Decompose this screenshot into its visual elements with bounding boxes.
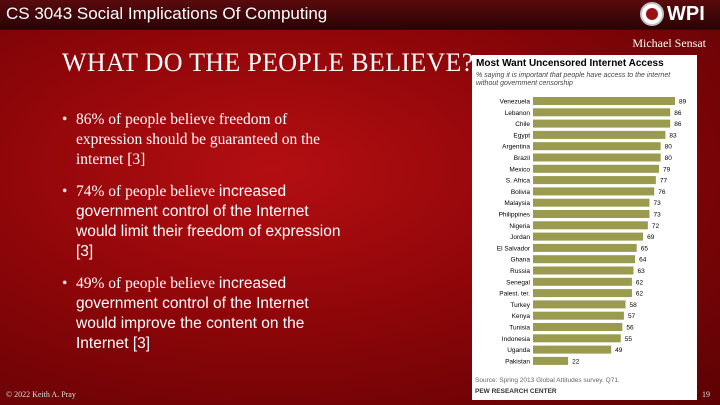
value-label: 62: [636, 291, 644, 298]
bar: [533, 300, 626, 309]
bar: [533, 232, 644, 241]
bar: [533, 164, 660, 173]
category-label: Senegal: [506, 279, 530, 286]
slide-title: WHAT DO THE PEOPLE BELIEVE?: [62, 48, 474, 77]
category-label: Nigeria: [509, 223, 530, 230]
value-label: 80: [665, 144, 673, 151]
category-label: Argentina: [502, 144, 530, 151]
wpi-seal-icon: [640, 2, 664, 26]
chart-source: Source: Spring 2013 Global Attitudes sur…: [475, 377, 620, 384]
value-label: 65: [641, 245, 649, 252]
value-label: 86: [674, 121, 682, 128]
category-label: Malaysia: [504, 200, 530, 207]
header-bar: CS 3043 Social Implications Of Computing…: [0, 0, 720, 30]
bullet-list: • 86% of people believe freedom of expre…: [62, 110, 352, 366]
logo-text: WPI: [667, 3, 705, 25]
category-label: Chile: [515, 121, 530, 128]
value-label: 80: [665, 155, 673, 162]
value-label: 63: [638, 268, 646, 275]
bar: [533, 130, 666, 139]
value-label: 83: [669, 132, 677, 139]
category-label: Jordan: [510, 234, 530, 241]
bar: [533, 221, 648, 230]
value-label: 69: [647, 234, 655, 241]
category-label: Russia: [510, 268, 530, 275]
category-label: Philippines: [499, 212, 531, 219]
chart-panel: Most Want Uncensored Internet Access % s…: [472, 55, 697, 400]
bar: [533, 108, 671, 117]
bullet-text: 49% of people believe: [76, 275, 219, 292]
value-label: 73: [653, 200, 661, 207]
bar: [533, 142, 661, 151]
value-label: 57: [628, 313, 636, 320]
bar: [533, 345, 612, 354]
category-label: Indonesia: [502, 336, 531, 343]
category-label: Tunisia: [509, 325, 530, 332]
bar: [533, 176, 656, 185]
wpi-logo: WPI: [640, 2, 718, 28]
bullet-item: • 86% of people believe freedom of expre…: [62, 110, 352, 170]
bullet-item: • 74% of people believe increased govern…: [62, 182, 352, 262]
bar: [533, 356, 569, 365]
value-label: 79: [663, 166, 671, 173]
value-label: 73: [653, 212, 661, 219]
bullet-text-sans: increased government control of the Inte…: [76, 275, 309, 352]
bar: [533, 277, 632, 286]
value-label: 72: [652, 223, 660, 230]
value-label: 62: [636, 279, 644, 286]
bullet-icon: •: [62, 183, 68, 200]
bar: [533, 187, 655, 196]
bar: [533, 266, 634, 275]
value-label: 22: [572, 358, 580, 365]
value-label: 89: [679, 99, 687, 106]
bar: [533, 323, 623, 331]
value-label: 64: [639, 257, 647, 264]
course-title: CS 3043 Social Implications Of Computing: [6, 4, 328, 23]
value-label: 86: [674, 110, 682, 117]
value-label: 56: [626, 325, 634, 332]
bar: [533, 97, 675, 105]
category-label: El Salvador: [497, 245, 531, 252]
category-label: Pakistan: [505, 358, 530, 365]
category-label: Bolivia: [511, 189, 531, 196]
category-label: Kenya: [512, 313, 531, 320]
category-label: Egypt: [513, 132, 530, 139]
author-name: Michael Sensat: [632, 36, 706, 50]
bar-chart: Venezuela 89 Lebanon 86 Chile 86 Egypt 83 Argent…: [497, 97, 687, 365]
bullet-item: • 49% of people believe increased govern…: [62, 274, 352, 354]
page-number: 19: [702, 390, 710, 399]
bar: [533, 153, 661, 162]
category-label: S. Africa: [506, 178, 531, 185]
bullet-text: 74% of people believe: [76, 183, 219, 200]
category-label: Brazil: [514, 155, 531, 162]
value-label: 76: [658, 189, 666, 196]
category-label: Uganda: [507, 347, 530, 354]
value-label: 55: [625, 336, 633, 343]
value-label: 58: [630, 302, 638, 309]
bullet-text-sans: increased government control of the Inte…: [76, 183, 341, 260]
bar: [533, 255, 636, 264]
chart-title: Most Want Uncensored Internet Access: [476, 58, 664, 69]
value-label: 49: [615, 347, 623, 354]
category-label: Palest. ter.: [499, 291, 530, 298]
chart-brand: PEW RESEARCH CENTER: [475, 388, 557, 395]
bullet-icon: •: [62, 275, 68, 292]
value-label: 77: [660, 178, 668, 185]
bar: [533, 119, 671, 128]
category-label: Ghana: [510, 257, 530, 264]
category-label: Venezuela: [500, 99, 531, 106]
bar: [533, 210, 650, 218]
category-label: Mexico: [509, 166, 530, 173]
category-label: Turkey: [510, 302, 530, 309]
bar: [533, 198, 650, 207]
bar: [533, 289, 632, 298]
bullet-icon: •: [62, 111, 68, 128]
bar: [533, 243, 637, 252]
copyright: © 2022 Keith A. Pray: [6, 390, 76, 399]
bar: [533, 334, 621, 343]
bullet-text: 86% of people believe freedom of express…: [76, 111, 321, 168]
bar: [533, 311, 624, 320]
category-label: Lebanon: [505, 110, 531, 117]
chart-subtitle: % saying it is important that people hav…: [476, 72, 671, 87]
